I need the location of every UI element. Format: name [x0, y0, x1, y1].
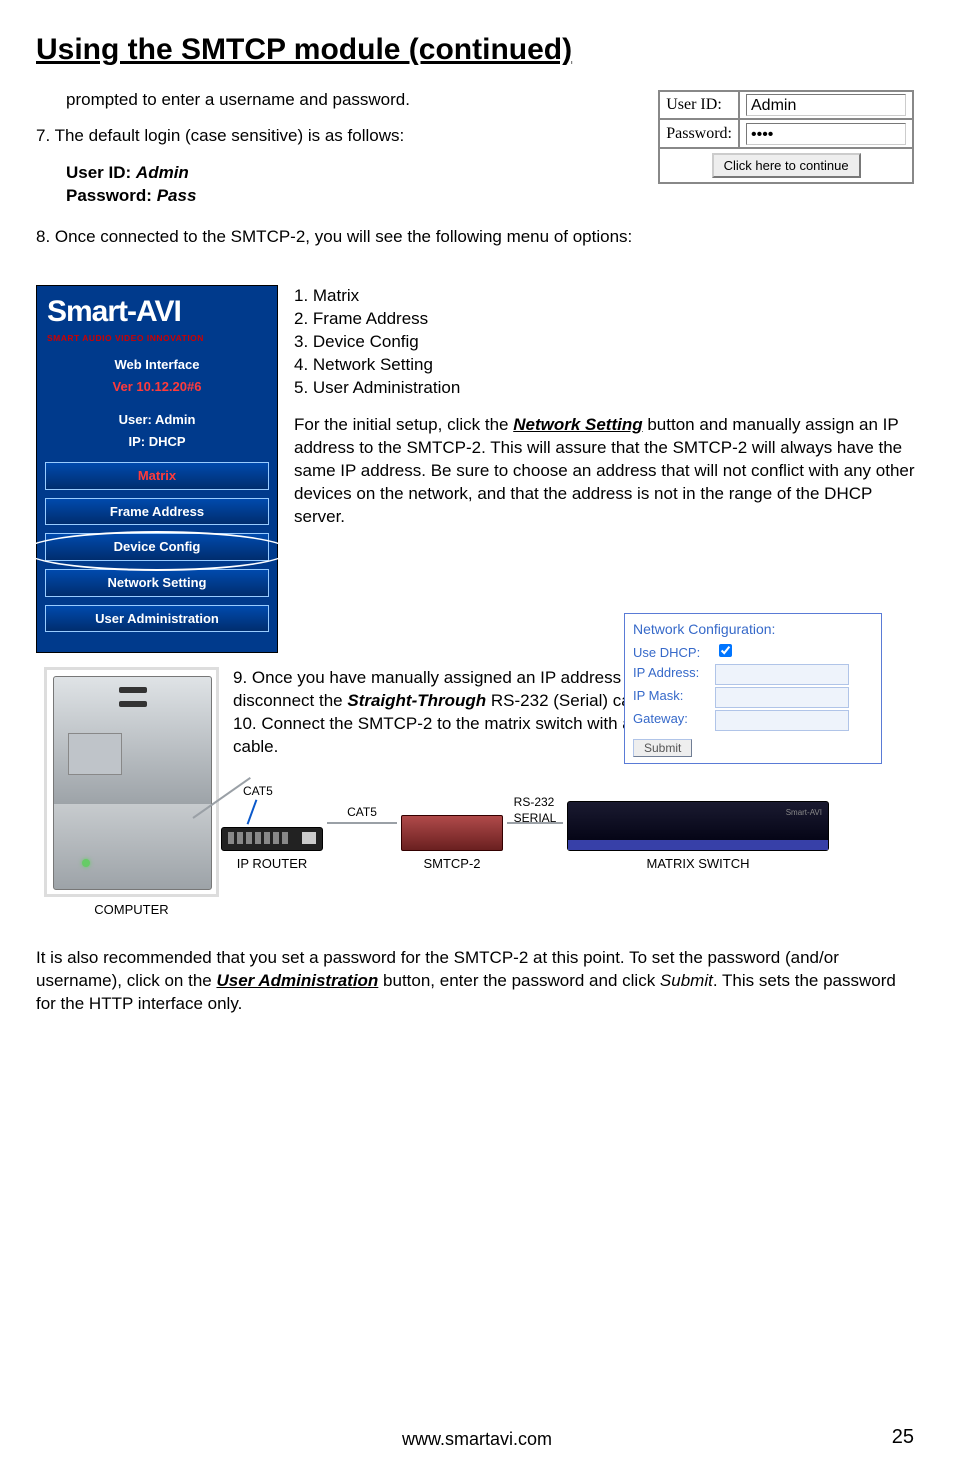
- login-password-cell: ••••: [739, 119, 913, 147]
- password-value: Pass: [157, 186, 197, 205]
- use-dhcp-checkbox[interactable]: [719, 644, 732, 657]
- login-userid-input[interactable]: Admin: [746, 94, 906, 116]
- user-administration-button[interactable]: User Administration: [45, 605, 269, 633]
- menu-item-4: 4. Network Setting: [294, 354, 918, 377]
- login-userid-label: User ID:: [659, 91, 739, 119]
- matrix-switch-illustration: [567, 801, 829, 851]
- serial-label: SERIAL: [514, 811, 557, 825]
- login-credentials-box: User ID: Admin Password: •••• Click here…: [658, 90, 914, 184]
- ip-address-input[interactable]: [715, 664, 849, 685]
- page-number: 25: [892, 1424, 914, 1451]
- cat5-label-2: CAT5: [347, 804, 377, 820]
- ip-router-illustration: [221, 827, 323, 851]
- password-label: Password:: [66, 186, 157, 205]
- cat5-connector: CAT5: [327, 822, 397, 824]
- menu-item-1: 1. Matrix: [294, 285, 918, 308]
- closing-paragraph: It is also recommended that you set a pa…: [36, 947, 918, 1016]
- router-antenna-icon: [247, 799, 258, 824]
- network-setting-link: Network Setting: [513, 415, 642, 434]
- frame-address-button[interactable]: Frame Address: [45, 498, 269, 526]
- matrix-switch-label: MATRIX SWITCH: [646, 855, 749, 873]
- straight-through-term: Straight-Through: [347, 691, 486, 710]
- footer-url: www.smartavi.com: [0, 1427, 954, 1451]
- menu-item-5: 5. User Administration: [294, 377, 918, 400]
- submit-word: Submit: [660, 971, 713, 990]
- ip-router-label: IP ROUTER: [237, 855, 308, 873]
- use-dhcp-label: Use DHCP:: [633, 644, 715, 662]
- page-heading: Using the SMTCP module (continued): [36, 30, 918, 71]
- userid-value: Admin: [136, 163, 189, 182]
- menu-item-3: 3. Device Config: [294, 331, 918, 354]
- network-setting-button[interactable]: Network Setting: [45, 569, 269, 597]
- user-administration-link: User Administration: [216, 971, 378, 990]
- menu-list: 1. Matrix 2. Frame Address 3. Device Con…: [294, 285, 918, 400]
- smartavi-logo: Smart-AVI: [37, 286, 277, 333]
- computer-illustration: [44, 667, 219, 897]
- netconf-title: Network Configuration:: [633, 620, 873, 639]
- device-config-button[interactable]: Device Config: [45, 533, 269, 561]
- gateway-label: Gateway:: [633, 710, 715, 728]
- network-config-box: Network Configuration: Use DHCP: IP Addr…: [624, 613, 882, 763]
- login-continue-button[interactable]: Click here to continue: [712, 153, 861, 179]
- smtcp-illustration: [401, 815, 503, 851]
- smartavi-logo-sub: SMART AUDIO VIDEO INNOVATION: [37, 333, 277, 350]
- step-8-text: 8. Once connected to the SMTCP-2, you wi…: [36, 226, 918, 249]
- menu-item-2: 2. Frame Address: [294, 308, 918, 331]
- smtcp-label: SMTCP-2: [423, 855, 480, 873]
- np-prefix: For the initial setup, click the: [294, 415, 513, 434]
- closing-mid: button, enter the password and click: [378, 971, 660, 990]
- smartavi-panel: Smart-AVI SMART AUDIO VIDEO INNOVATION W…: [36, 285, 278, 653]
- version-label: Ver 10.12.20#6: [37, 372, 277, 402]
- login-password-input[interactable]: ••••: [746, 123, 906, 145]
- ip-line: IP: DHCP: [37, 427, 277, 457]
- matrix-button[interactable]: Matrix: [45, 462, 269, 490]
- step10-prefix: 10. Connect the SMTCP-2 to the matrix sw…: [233, 714, 636, 733]
- rs232-label: RS-232: [514, 795, 555, 809]
- computer-label: COMPUTER: [94, 901, 168, 919]
- serial-connector: RS-232 SERIAL: [507, 822, 563, 824]
- ip-mask-label: IP Mask:: [633, 687, 715, 705]
- ip-mask-input[interactable]: [715, 687, 849, 708]
- cat5-label-1: CAT5: [243, 783, 273, 799]
- network-paragraph: For the initial setup, click the Network…: [294, 414, 918, 529]
- gateway-input[interactable]: [715, 710, 849, 731]
- login-password-label: Password:: [659, 119, 739, 147]
- userid-label: User ID:: [66, 163, 136, 182]
- netconf-submit-button[interactable]: Submit: [633, 739, 692, 757]
- ip-address-label: IP Address:: [633, 664, 715, 682]
- login-userid-cell: Admin: [739, 91, 913, 119]
